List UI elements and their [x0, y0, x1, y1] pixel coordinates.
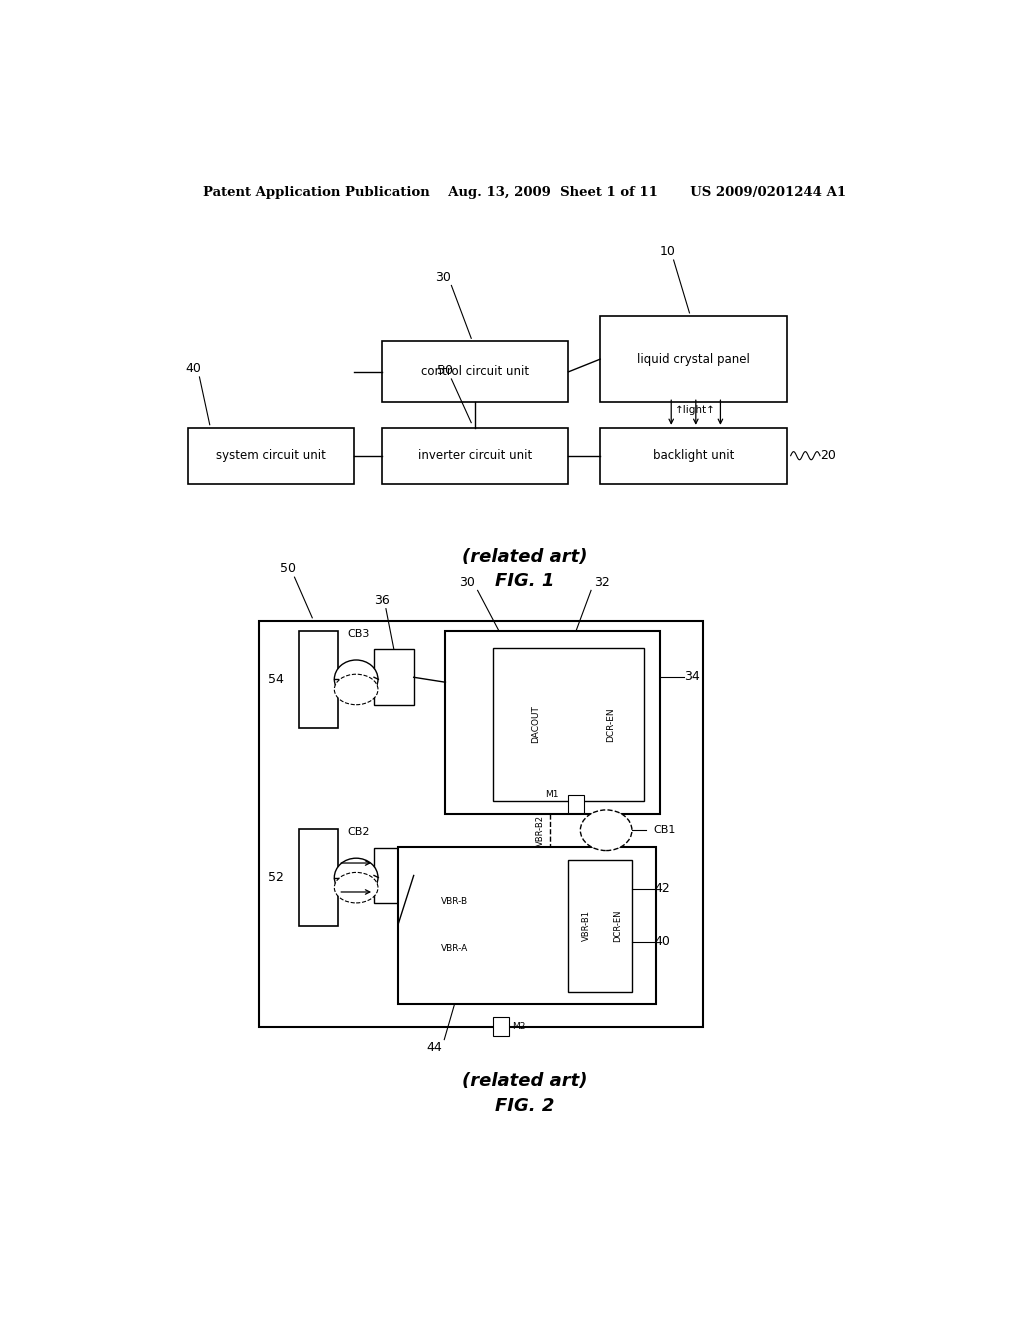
Bar — [445, 631, 659, 814]
Bar — [494, 648, 644, 801]
Text: 30: 30 — [459, 576, 475, 589]
Bar — [299, 829, 338, 925]
Text: M2: M2 — [512, 1022, 525, 1031]
Text: VBR-B: VBR-B — [441, 898, 468, 906]
Text: (related art): (related art) — [462, 548, 588, 566]
Bar — [259, 620, 703, 1027]
Text: 50: 50 — [280, 561, 296, 574]
Text: VBR-A: VBR-A — [441, 944, 468, 953]
Bar — [382, 428, 568, 483]
Text: 20: 20 — [820, 449, 836, 462]
Text: 52: 52 — [268, 871, 285, 884]
Text: FIG. 1: FIG. 1 — [496, 573, 554, 590]
Text: CB3: CB3 — [348, 630, 370, 639]
Text: DCR-EN: DCR-EN — [613, 909, 623, 942]
Bar — [299, 631, 338, 727]
Text: system circuit unit: system circuit unit — [216, 449, 326, 462]
Text: CB1: CB1 — [653, 825, 676, 836]
Ellipse shape — [334, 858, 378, 896]
Ellipse shape — [334, 873, 378, 903]
Bar — [187, 428, 354, 483]
Text: control circuit unit: control circuit unit — [421, 366, 529, 379]
Text: DACOUT: DACOUT — [530, 706, 540, 743]
Text: 50: 50 — [437, 364, 453, 378]
Text: 10: 10 — [659, 246, 675, 259]
Text: 54: 54 — [268, 673, 285, 686]
Ellipse shape — [334, 660, 378, 698]
Text: liquid crystal panel: liquid crystal panel — [637, 352, 750, 366]
Bar — [600, 428, 786, 483]
Text: 34: 34 — [684, 671, 699, 684]
Bar — [494, 1018, 509, 1036]
Text: inverter circuit unit: inverter circuit unit — [418, 449, 532, 462]
Text: CB2: CB2 — [347, 828, 370, 837]
Ellipse shape — [334, 675, 378, 705]
Text: ↑light↑: ↑light↑ — [676, 405, 716, 416]
Text: 36: 36 — [374, 594, 390, 607]
Text: Patent Application Publication    Aug. 13, 2009  Sheet 1 of 11       US 2009/020: Patent Application Publication Aug. 13, … — [203, 186, 847, 199]
Bar — [374, 847, 414, 903]
Text: M1: M1 — [546, 791, 559, 799]
Text: backlight unit: backlight unit — [652, 449, 734, 462]
Text: DCR-EN: DCR-EN — [606, 708, 615, 742]
Text: 42: 42 — [654, 882, 670, 895]
Text: VBR-B1: VBR-B1 — [582, 911, 591, 941]
Bar — [397, 846, 655, 1005]
Text: FIG. 2: FIG. 2 — [496, 1097, 554, 1114]
Bar — [374, 649, 414, 705]
Text: VBR-B2: VBR-B2 — [537, 814, 546, 846]
Ellipse shape — [581, 810, 632, 850]
Text: 40: 40 — [185, 362, 201, 375]
Bar — [600, 315, 786, 403]
Text: 30: 30 — [435, 271, 452, 284]
Bar — [568, 795, 584, 813]
Bar — [382, 342, 568, 403]
Text: (related art): (related art) — [462, 1072, 588, 1090]
Text: 32: 32 — [594, 576, 609, 589]
Bar — [568, 859, 632, 991]
Text: 40: 40 — [654, 935, 670, 948]
Text: 44: 44 — [426, 1041, 441, 1055]
